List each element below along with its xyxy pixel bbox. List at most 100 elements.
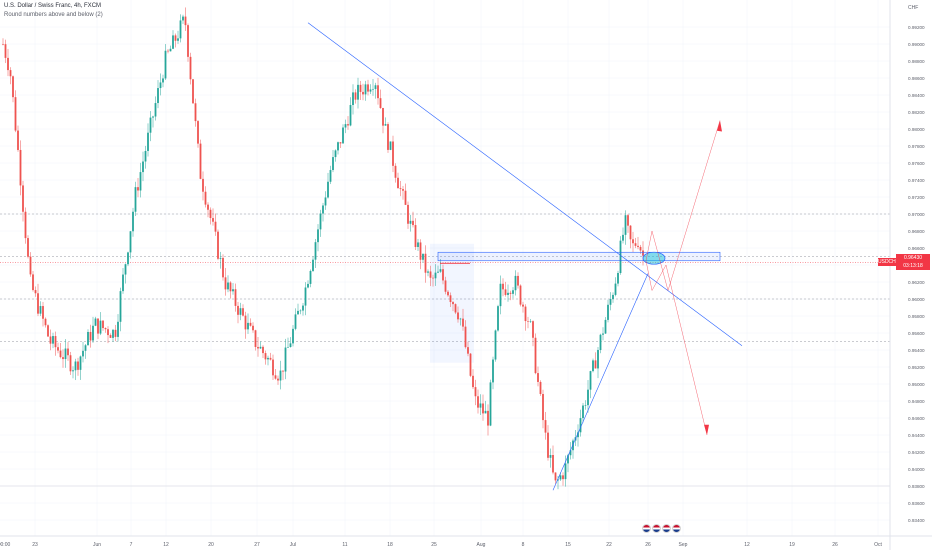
candle — [317, 224, 319, 252]
candle-body — [527, 321, 529, 322]
candle-body — [312, 259, 314, 271]
candle-body — [72, 370, 74, 372]
candle — [37, 283, 39, 317]
candle-body — [454, 304, 457, 313]
time-tick-label: 26 — [645, 542, 651, 548]
candle — [139, 162, 142, 198]
candle-body — [637, 245, 639, 247]
candle — [352, 84, 354, 115]
candle — [392, 135, 394, 173]
candle — [347, 116, 349, 130]
candle-body — [382, 107, 384, 126]
candle — [404, 183, 407, 206]
candle — [122, 268, 124, 294]
candle — [622, 227, 624, 244]
economic-events[interactable] — [642, 524, 681, 533]
candle-body — [222, 257, 224, 278]
candle-body — [242, 308, 244, 316]
candle-body — [394, 165, 397, 178]
candle-body — [257, 346, 259, 349]
candle-body — [479, 403, 482, 408]
candle-body — [557, 479, 559, 481]
candle — [277, 375, 279, 385]
candle-body — [639, 246, 642, 251]
candle — [334, 149, 337, 162]
candle-body — [512, 290, 514, 294]
candle-body — [274, 375, 277, 379]
candle-body — [252, 325, 254, 331]
candle — [362, 83, 364, 101]
us-flag-icon[interactable] — [662, 524, 671, 533]
candle — [637, 236, 639, 250]
candle-body — [362, 91, 364, 95]
time-tick-label: 20 — [208, 542, 214, 548]
candle — [107, 326, 109, 344]
candle — [349, 97, 352, 127]
candle-body — [529, 321, 532, 322]
candle — [517, 272, 519, 289]
candle-body — [589, 371, 592, 390]
candle-body — [467, 347, 469, 354]
candle — [609, 292, 612, 311]
us-flag-icon[interactable] — [642, 524, 651, 533]
candle-body — [419, 242, 422, 260]
candle-body — [107, 329, 109, 336]
candle — [504, 281, 507, 297]
candle-body — [619, 240, 622, 274]
candle — [527, 316, 529, 329]
candle — [599, 333, 602, 354]
candle-body — [42, 306, 44, 319]
candle — [302, 302, 304, 316]
candle-body — [7, 57, 9, 71]
candle-body — [367, 84, 369, 92]
candle-body — [609, 299, 612, 305]
candle — [327, 172, 329, 199]
candle — [612, 292, 614, 303]
us-flag-icon[interactable] — [672, 524, 681, 533]
candle — [209, 207, 212, 225]
candle — [497, 304, 499, 332]
candle — [359, 80, 362, 100]
candle — [34, 286, 37, 297]
candle-body — [234, 289, 237, 306]
candle-body — [607, 304, 609, 320]
candle — [279, 360, 282, 390]
price-tick-label: 0.94200 — [908, 450, 925, 455]
candle-body — [439, 269, 442, 272]
candle — [164, 44, 167, 81]
candle-body — [164, 50, 167, 79]
candle-body — [634, 243, 637, 246]
candle — [247, 313, 249, 334]
price-tag-countdown: 03:13:18 — [903, 263, 923, 270]
candle — [117, 314, 119, 342]
candle — [397, 172, 399, 189]
candle-body — [534, 337, 537, 374]
us-flag-icon[interactable] — [652, 524, 661, 533]
candle — [154, 96, 157, 121]
candle — [29, 252, 32, 277]
candle-body — [339, 142, 342, 144]
candle — [329, 165, 332, 185]
candle — [299, 309, 302, 315]
arrowhead-up — [717, 120, 722, 132]
candle-body — [239, 308, 242, 315]
candle — [179, 14, 182, 43]
candle — [582, 402, 584, 423]
candle-body — [117, 321, 119, 337]
candle-body — [427, 271, 429, 273]
candle-body — [509, 292, 512, 294]
candle — [344, 119, 347, 134]
candle — [389, 141, 392, 151]
candle — [457, 306, 459, 323]
candle — [342, 124, 344, 144]
candle — [27, 235, 29, 259]
candle — [379, 89, 382, 109]
candle-body — [207, 204, 209, 210]
candle-body — [237, 305, 239, 315]
candle — [249, 318, 252, 327]
price-tick-label: 0.95000 — [908, 382, 925, 387]
candle — [119, 287, 122, 332]
time-tick-label: Sep — [679, 542, 688, 548]
